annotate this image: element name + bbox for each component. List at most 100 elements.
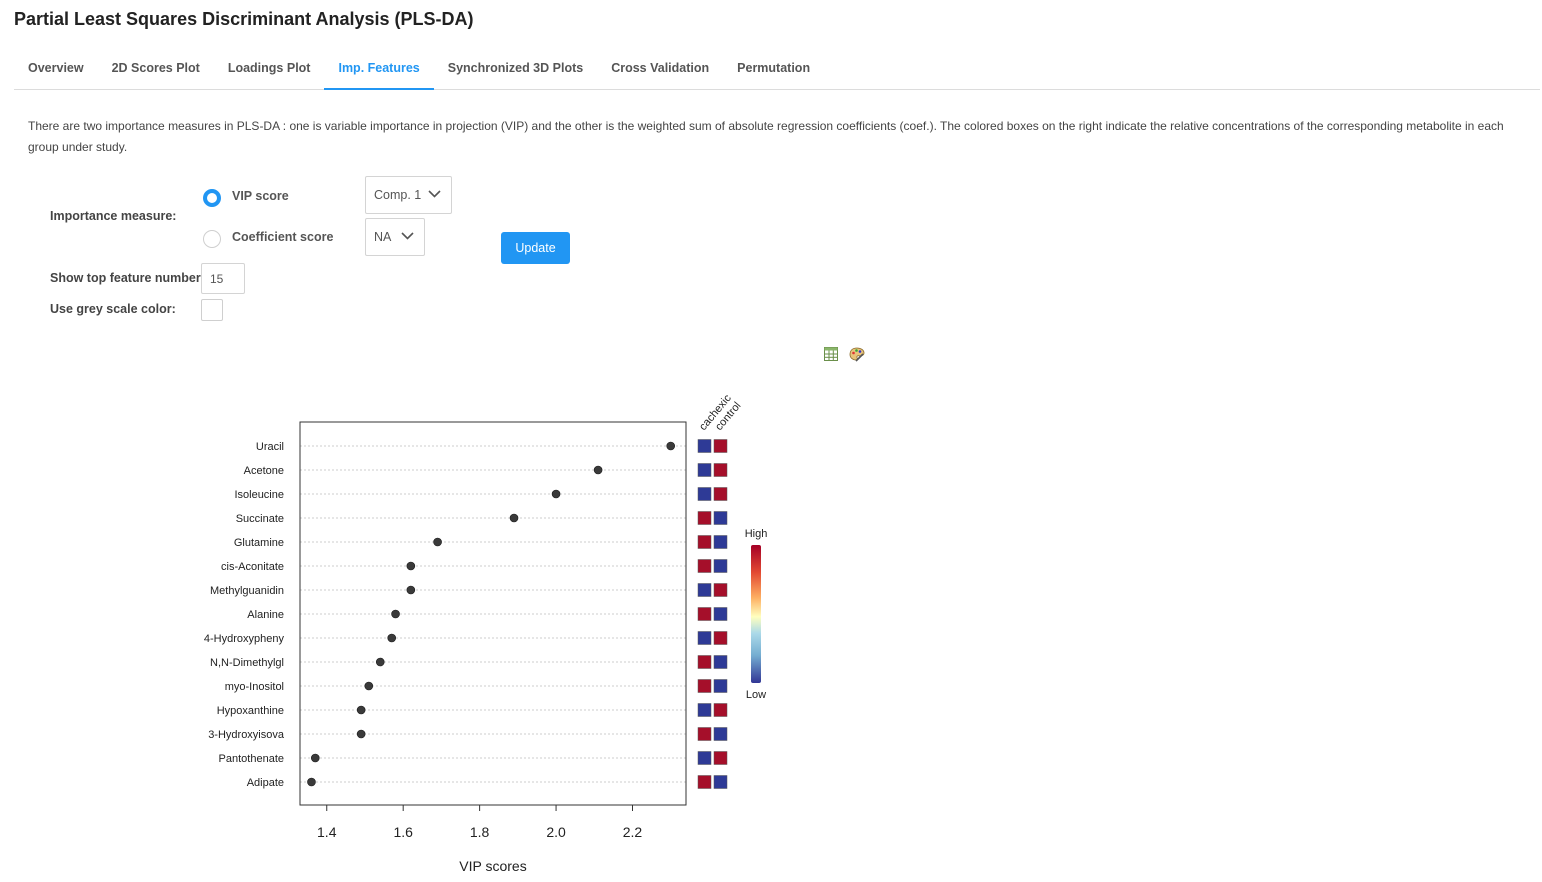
- feature-label: Alanine: [247, 609, 284, 621]
- data-point: [406, 561, 416, 571]
- feature-label: Glutamine: [234, 537, 284, 549]
- x-tick-label: 2.2: [623, 824, 643, 840]
- table-download-icon[interactable]: [823, 346, 839, 362]
- plot-frame: [299, 421, 687, 806]
- x-axis-label: VIP scores: [459, 858, 526, 874]
- data-point: [364, 681, 374, 691]
- x-tick-label: 2.0: [546, 824, 566, 840]
- vip-score-label: VIP score: [232, 189, 289, 203]
- concentration-box: [697, 535, 712, 549]
- x-tick-label: 1.4: [317, 824, 337, 840]
- concentration-box: [713, 463, 728, 477]
- palette-edit-icon[interactable]: [849, 346, 865, 362]
- data-point: [593, 465, 603, 475]
- concentration-box: [713, 631, 728, 645]
- concentration-box: [697, 583, 712, 597]
- data-point: [307, 777, 316, 787]
- concentration-box: [713, 607, 728, 621]
- feature-label: Pantothenate: [219, 753, 284, 765]
- tab-overview[interactable]: Overview: [28, 61, 84, 75]
- concentration-box: [697, 727, 712, 741]
- tab-cross-validation[interactable]: Cross Validation: [611, 61, 710, 75]
- tab-loadings-plot[interactable]: Loadings Plot: [227, 61, 311, 75]
- concentration-box: [713, 559, 728, 573]
- vip-component-value: Comp. 1: [374, 188, 422, 202]
- data-point: [406, 585, 416, 595]
- data-point: [356, 729, 366, 739]
- concentration-box: [713, 679, 728, 693]
- concentration-box: [697, 751, 712, 765]
- data-point: [509, 513, 519, 523]
- concentration-box: [697, 487, 712, 501]
- concentration-box: [697, 511, 712, 525]
- coef-component-select[interactable]: NA: [365, 218, 425, 256]
- data-point: [387, 633, 397, 643]
- concentration-box: [713, 511, 728, 525]
- concentration-box: [697, 631, 712, 645]
- concentration-box: [697, 463, 712, 477]
- data-point: [666, 441, 676, 451]
- chevron-down-icon: [401, 232, 414, 240]
- x-tick-label: 1.8: [470, 824, 490, 840]
- feature-label: Uracil: [256, 441, 284, 453]
- top-feature-number-input[interactable]: [201, 263, 245, 294]
- data-point: [310, 753, 320, 763]
- data-point: [356, 705, 366, 715]
- data-point: [433, 537, 442, 547]
- tab-imp-features[interactable]: Imp. Features: [324, 52, 434, 90]
- tab-2d-scores-plot[interactable]: 2D Scores Plot: [111, 61, 200, 75]
- vip-score-radio[interactable]: [203, 189, 221, 207]
- x-tick-label: 1.6: [393, 824, 413, 840]
- legend-high-label: High: [745, 528, 768, 540]
- description-text: There are two importance measures in PLS…: [28, 119, 1504, 154]
- feature-label: 4-Hydroxypheny: [204, 633, 285, 645]
- vip-component-select[interactable]: Comp. 1: [365, 176, 452, 214]
- feature-label: cis-Aconitate: [221, 561, 284, 573]
- group-label: control: [713, 400, 743, 433]
- feature-label: Acetone: [244, 465, 284, 477]
- chevron-down-icon: [428, 190, 441, 198]
- feature-label: Isoleucine: [234, 489, 284, 501]
- data-point: [375, 657, 385, 667]
- concentration-box: [697, 559, 712, 573]
- coef-component-value: NA: [374, 230, 392, 244]
- concentration-box: [697, 439, 712, 453]
- tab-permutation[interactable]: Permutation: [737, 61, 811, 75]
- grey-scale-checkbox[interactable]: [201, 299, 223, 321]
- concentration-box: [713, 703, 728, 717]
- feature-label: Adipate: [247, 777, 284, 789]
- feature-label: myo-Inositol: [225, 681, 284, 693]
- concentration-box: [713, 439, 728, 453]
- grey-scale-label: Use grey scale color:: [50, 302, 176, 316]
- importance-measure-label: Importance measure:: [50, 209, 177, 223]
- page-title: Partial Least Squares Discriminant Analy…: [14, 9, 474, 29]
- top-feature-number-label: Show top feature number:: [50, 271, 205, 285]
- group-label: cachexic: [697, 392, 734, 433]
- coefficient-score-radio[interactable]: [203, 230, 221, 248]
- data-point: [391, 609, 400, 619]
- concentration-box: [697, 679, 712, 693]
- tab-synchronized-3d-plots[interactable]: Synchronized 3D Plots: [447, 61, 584, 75]
- feature-label: 3-Hydroxyisova: [208, 729, 285, 741]
- concentration-box: [697, 775, 712, 789]
- concentration-box: [713, 775, 728, 789]
- legend-low-label: Low: [746, 689, 766, 701]
- color-legend-bar: [751, 545, 761, 683]
- concentration-box: [697, 607, 712, 621]
- concentration-box: [713, 751, 728, 765]
- concentration-box: [713, 727, 728, 741]
- concentration-box: [713, 487, 728, 501]
- update-button[interactable]: Update: [501, 232, 570, 264]
- concentration-box: [697, 655, 712, 669]
- concentration-box: [713, 655, 728, 669]
- concentration-box: [697, 703, 712, 717]
- data-point: [551, 489, 561, 499]
- feature-label: N,N-Dimethylgl: [210, 657, 284, 669]
- concentration-box: [713, 583, 728, 597]
- coefficient-score-label: Coefficient score: [232, 230, 334, 244]
- feature-label: Methylguanidin: [210, 585, 284, 597]
- feature-label: Succinate: [236, 513, 284, 525]
- tab-bar: Overview 2D Scores Plot Loadings Plot Im…: [14, 52, 1540, 90]
- concentration-box: [713, 535, 728, 549]
- feature-label: Hypoxanthine: [217, 705, 284, 717]
